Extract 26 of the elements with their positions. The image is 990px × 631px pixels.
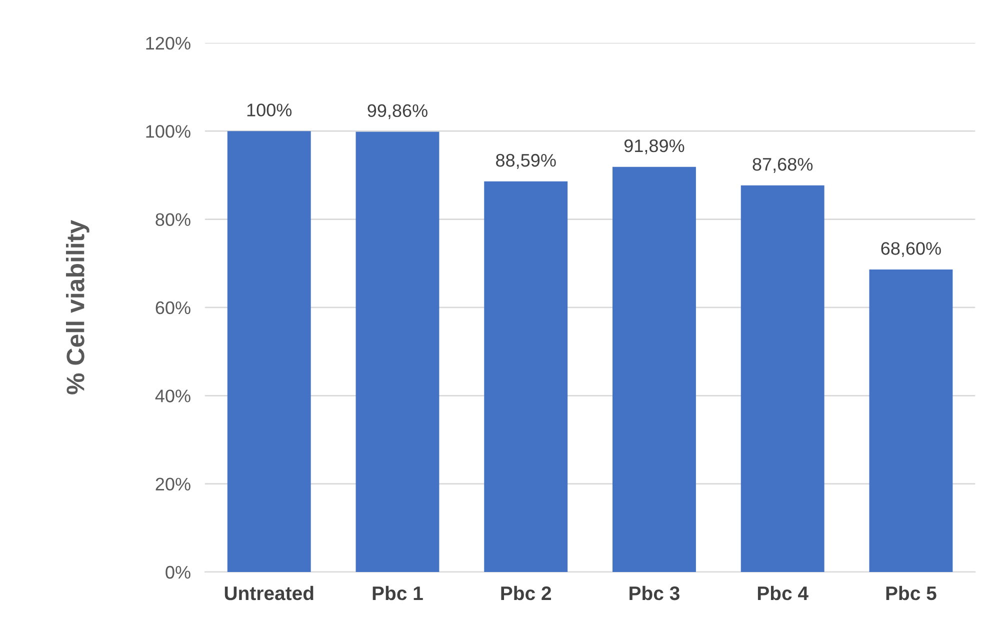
x-tick-label: Untreated bbox=[224, 586, 314, 600]
x-tick-label: Pbc 1 bbox=[372, 586, 423, 600]
bar bbox=[869, 270, 953, 572]
data-label: 99,86% bbox=[368, 104, 428, 120]
y-tick-label: 120% bbox=[146, 36, 190, 50]
data-label: 91,89% bbox=[624, 139, 684, 154]
x-tick-label: Pbc 5 bbox=[886, 586, 936, 600]
bar bbox=[484, 181, 568, 572]
data-label: 100% bbox=[247, 104, 292, 116]
data-label: 87,68% bbox=[752, 158, 813, 173]
y-tick-label: 60% bbox=[156, 301, 190, 314]
bar bbox=[356, 132, 440, 572]
y-tick-label: 100% bbox=[146, 125, 190, 138]
x-tick-label: Pbc 4 bbox=[758, 586, 808, 600]
bar bbox=[740, 185, 824, 572]
y-tick-label: 0% bbox=[166, 566, 190, 579]
bar bbox=[612, 166, 696, 572]
x-tick-label: Pbc 2 bbox=[501, 586, 552, 600]
y-tick-label: 80% bbox=[156, 213, 190, 226]
y-tick-label: 20% bbox=[156, 478, 190, 491]
data-label: 68,60% bbox=[881, 242, 941, 257]
data-label: 88,59% bbox=[496, 154, 556, 169]
y-axis-title: % Cell viability bbox=[66, 220, 90, 394]
bar bbox=[227, 131, 311, 572]
x-tick-label: Pbc 3 bbox=[630, 586, 680, 600]
y-tick-label: 40% bbox=[155, 390, 190, 402]
